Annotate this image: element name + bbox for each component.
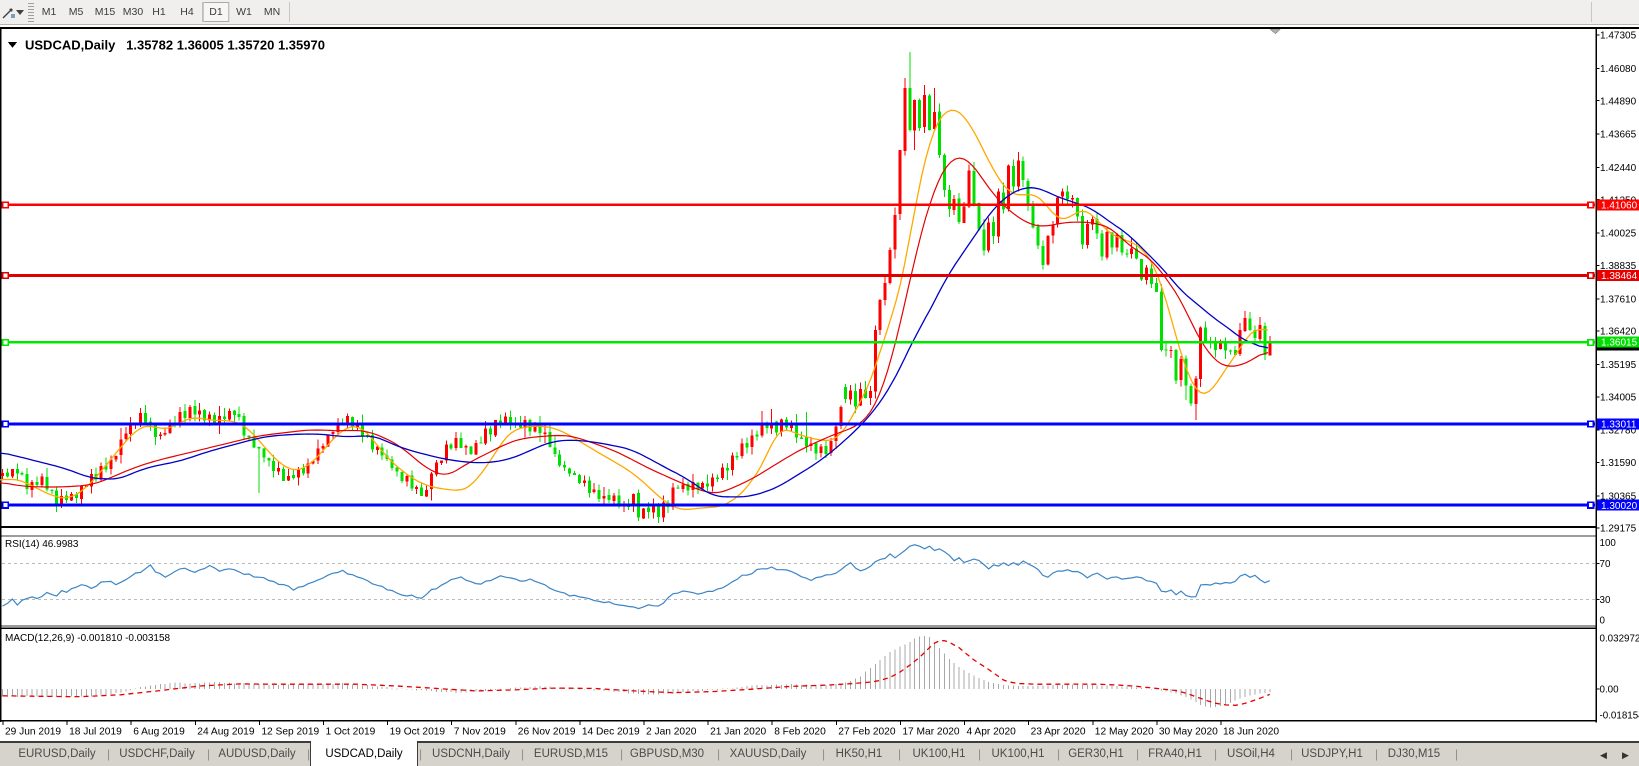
svg-text:1.29175: 1.29175 <box>1600 524 1637 535</box>
svg-text:8 Feb 2020: 8 Feb 2020 <box>774 727 826 738</box>
svg-text:14 Dec 2019: 14 Dec 2019 <box>582 727 640 738</box>
svg-text:1.38835: 1.38835 <box>1600 261 1637 272</box>
svg-text:70: 70 <box>1600 559 1611 570</box>
svg-text:1.37610: 1.37610 <box>1600 294 1637 305</box>
svg-text:24 Aug 2019: 24 Aug 2019 <box>197 727 255 738</box>
svg-text:12 Sep 2019: 12 Sep 2019 <box>261 727 319 738</box>
svg-text:1.30020: 1.30020 <box>1601 501 1638 512</box>
svg-text:1.34005: 1.34005 <box>1600 392 1637 403</box>
svg-text:1.44890: 1.44890 <box>1600 96 1637 107</box>
svg-text:1.35195: 1.35195 <box>1600 360 1637 371</box>
svg-text:23 Apr 2020: 23 Apr 2020 <box>1031 727 1086 738</box>
svg-text:17 Mar 2020: 17 Mar 2020 <box>902 727 960 738</box>
svg-text:1.40025: 1.40025 <box>1600 229 1637 240</box>
svg-text:0.00: 0.00 <box>1600 684 1620 695</box>
svg-text:19 Oct 2019: 19 Oct 2019 <box>390 727 446 738</box>
svg-text:RSI(14) 46.9983: RSI(14) 46.9983 <box>5 539 79 550</box>
svg-text:1 Oct 2019: 1 Oct 2019 <box>326 727 376 738</box>
svg-text:1.33011: 1.33011 <box>1601 420 1637 431</box>
svg-text:6 Aug 2019: 6 Aug 2019 <box>133 727 185 738</box>
svg-text:12 May 2020: 12 May 2020 <box>1095 727 1154 738</box>
svg-text:30: 30 <box>1600 595 1611 606</box>
svg-text:1.31590: 1.31590 <box>1600 458 1637 469</box>
svg-text:100: 100 <box>1600 538 1617 549</box>
svg-text:-0.018154: -0.018154 <box>1600 710 1639 721</box>
svg-text:1.47305: 1.47305 <box>1600 31 1637 42</box>
svg-text:26 Nov 2019: 26 Nov 2019 <box>518 727 576 738</box>
svg-text:27 Feb 2020: 27 Feb 2020 <box>838 727 896 738</box>
svg-text:1.46080: 1.46080 <box>1600 64 1637 75</box>
svg-text:18 Jul 2019: 18 Jul 2019 <box>69 727 122 738</box>
svg-text:1.42440: 1.42440 <box>1600 163 1637 174</box>
svg-text:1.38464: 1.38464 <box>1601 271 1638 282</box>
svg-text:1.30365: 1.30365 <box>1600 491 1637 502</box>
svg-text:0.032972: 0.032972 <box>1600 633 1639 644</box>
svg-text:30 May 2020: 30 May 2020 <box>1159 727 1218 738</box>
svg-text:2 Jan 2020: 2 Jan 2020 <box>646 727 697 738</box>
svg-text:MACD(12,26,9) -0.001810 -0.003: MACD(12,26,9) -0.001810 -0.003158 <box>5 633 171 644</box>
svg-text:7 Nov 2019: 7 Nov 2019 <box>454 727 506 738</box>
svg-text:4 Apr 2020: 4 Apr 2020 <box>967 727 1017 738</box>
svg-text:29 Jun 2019: 29 Jun 2019 <box>5 727 61 738</box>
svg-text:1.41060: 1.41060 <box>1601 201 1638 212</box>
svg-text:1.32780: 1.32780 <box>1600 426 1637 437</box>
svg-text:0: 0 <box>1600 615 1606 626</box>
svg-text:1.36015: 1.36015 <box>1601 338 1638 349</box>
svg-text:18 Jun 2020: 18 Jun 2020 <box>1223 727 1279 738</box>
svg-text:1.36420: 1.36420 <box>1600 327 1637 338</box>
svg-text:1.43665: 1.43665 <box>1600 130 1637 141</box>
svg-text:21 Jan 2020: 21 Jan 2020 <box>710 727 766 738</box>
svg-text:USDCAD,Daily 1.35782 1.36005: USDCAD,Daily 1.35782 1.36005 1.35720 1.3… <box>25 38 325 53</box>
